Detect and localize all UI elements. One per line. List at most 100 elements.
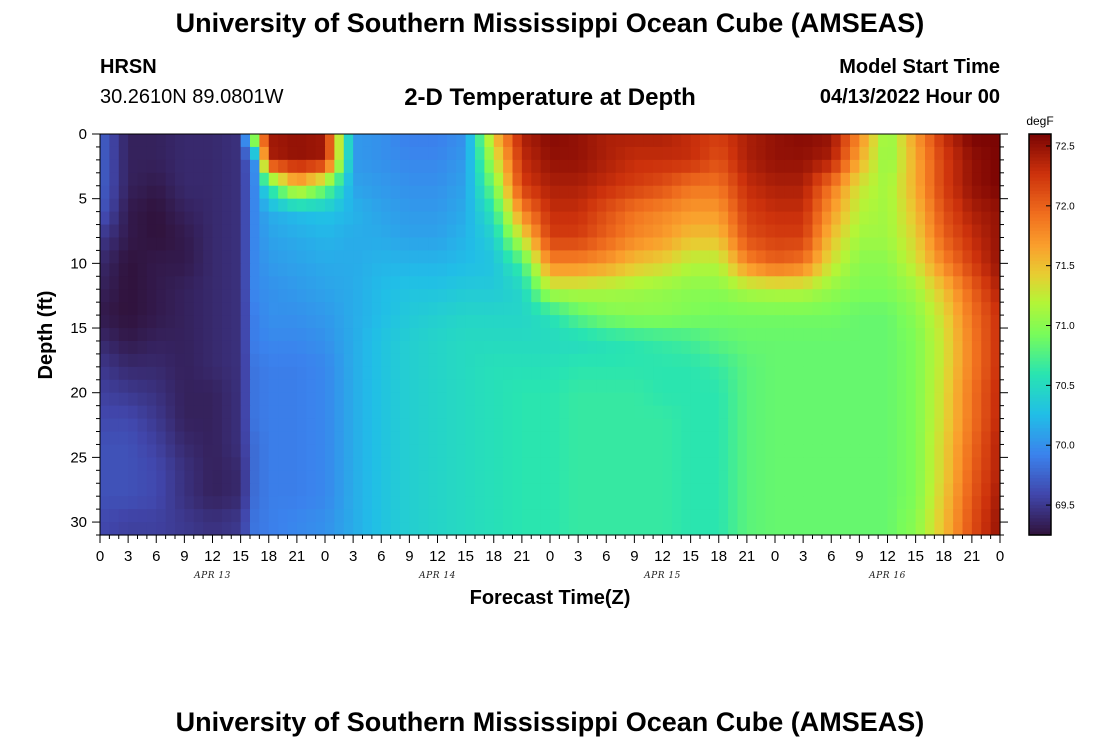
x-axis-label: Forecast Time(Z) [470,587,631,609]
heatmap-cell [746,198,757,213]
heatmap-cell [146,366,157,381]
heatmap-cell [953,496,964,510]
heatmap-cell [803,159,814,174]
colorbar-swatch [1029,511,1051,516]
heatmap-cell [287,405,298,420]
heatmap-cell [878,211,889,226]
heatmap-cell [456,418,467,433]
heatmap-cell [831,315,842,329]
heatmap-cell [587,340,598,355]
heatmap-cell [325,457,335,471]
heatmap-cell [418,263,429,277]
heatmap-cell [146,237,157,252]
heatmap-cell [475,328,485,342]
heatmap-cell [821,198,832,213]
heatmap-cell [746,134,757,148]
heatmap-cell [343,483,354,497]
heatmap-cell [175,250,185,264]
heatmap-cell [906,263,917,277]
heatmap-cell [850,392,860,407]
heatmap-cell [568,496,579,510]
heatmap-cell [156,237,167,252]
colorbar-swatch [1029,391,1051,396]
heatmap-cell [540,289,551,303]
heatmap-cell [446,315,457,329]
heatmap-cell [718,328,729,342]
heatmap-cell [784,315,795,329]
colorbar-swatch [1029,230,1051,235]
heatmap-cell [259,509,270,523]
heatmap-cell [109,237,120,252]
heatmap-cell [868,237,879,252]
heatmap-cell [437,237,448,252]
heatmap-cell [184,444,195,458]
heatmap-cell [221,315,232,329]
heatmap-cell [709,353,720,368]
heatmap-cell [325,496,335,510]
heatmap-cell [953,366,964,381]
heatmap-cell [587,366,598,381]
heatmap-cell [784,211,795,226]
heatmap-cell [175,134,185,148]
heatmap-cell [109,405,120,420]
heatmap-cell [775,328,785,342]
heatmap-cell [765,340,776,355]
heatmap-cell [578,470,589,484]
heatmap-cell [718,496,729,510]
heatmap-cell [315,366,326,381]
heatmap-cell [793,198,804,213]
heatmap-cell [418,483,429,497]
heatmap-cell [446,418,457,433]
heatmap-cell [643,159,654,174]
heatmap-cell [390,392,401,407]
heatmap-cell [278,522,289,536]
heatmap-cell [456,366,467,381]
heatmap-cell [568,198,579,213]
heatmap-cell [550,198,560,213]
heatmap-cell [981,470,992,484]
heatmap-cell [784,522,795,536]
heatmap-cell [137,237,148,252]
heatmap-cell [868,211,879,226]
heatmap-cell [850,224,860,239]
heatmap-cell [437,146,448,161]
heatmap-cell [128,276,139,290]
heatmap-cell [896,315,907,329]
heatmap-cell [428,340,439,355]
heatmap-cell [503,185,514,200]
heatmap-cell [212,172,223,187]
heatmap-cell [100,263,110,277]
heatmap-cell [578,379,589,394]
heatmap-cell [606,315,617,329]
heatmap-cell [137,457,148,471]
heatmap-cell [193,315,204,329]
heatmap-cell [784,250,795,264]
heatmap-cell [428,172,439,187]
heatmap-cell [681,496,692,510]
heatmap-cell [250,470,260,484]
heatmap-cell [981,509,992,523]
heatmap-cell [953,457,964,471]
colorbar-swatch [1029,207,1051,212]
heatmap-cell [896,457,907,471]
heatmap-cell [840,302,851,316]
heatmap-cell [353,134,364,148]
heatmap-cell [840,483,851,497]
heatmap-cell [493,470,504,484]
heatmap-cell [193,289,204,303]
heatmap-cell [118,457,129,471]
heatmap-cell [390,353,401,368]
heatmap-cell [268,457,279,471]
heatmap-cell [231,224,242,239]
heatmap-cell [887,418,898,433]
heatmap-cell [184,405,195,420]
heatmap-cell [437,522,448,536]
heatmap-cell [568,366,579,381]
heatmap-cell [221,392,232,407]
heatmap-cell [953,185,964,200]
heatmap-cell [306,522,317,536]
heatmap-cell [325,392,335,407]
heatmap-cell [578,185,589,200]
heatmap-cell [381,146,392,161]
heatmap-cell [906,224,917,239]
